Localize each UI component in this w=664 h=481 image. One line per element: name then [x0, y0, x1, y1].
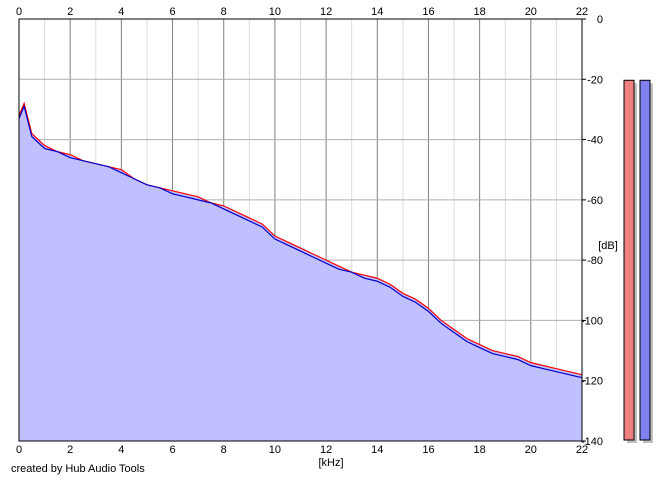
y-tick-label: -120 [581, 376, 603, 388]
y-tick-label: -80 [587, 255, 603, 267]
footer-credit: created by Hub Audio Tools [11, 463, 145, 475]
x-tick-label-top: 4 [118, 6, 124, 18]
x-tick-label-bottom: 22 [576, 444, 588, 456]
level-meter-bar [623, 79, 635, 441]
y-tick-label: -20 [587, 74, 603, 86]
x-tick-label-bottom: 20 [525, 444, 537, 456]
x-tick-label-bottom: 2 [67, 444, 73, 456]
x-axis-top: 0 2 4 6 8 10 12 14 16 18 20 22 [16, 6, 588, 18]
x-tick-label-bottom: 12 [320, 444, 332, 456]
x-axis-label: [kHz] [318, 457, 343, 469]
x-tick-label-top: 14 [371, 6, 383, 18]
chart-series [18, 101, 583, 379]
y-tick-label: 0 [597, 14, 603, 26]
x-tick-label-bottom: 14 [371, 444, 383, 456]
x-tick-label-top: 6 [169, 6, 175, 18]
x-tick-label-top: 20 [525, 6, 537, 18]
x-tick-label-bottom: 4 [118, 444, 124, 456]
x-tick-label-top: 16 [422, 6, 434, 18]
x-axis-bottom: 0 2 4 6 8 10 12 14 16 18 20 22 [16, 444, 588, 456]
x-tick-label-top: 12 [320, 6, 332, 18]
x-tick-label-bottom: 0 [16, 444, 22, 456]
y-axis-label: [dB] [598, 240, 618, 252]
x-tick-label-bottom: 16 [422, 444, 434, 456]
level-meter-bar [639, 79, 651, 441]
x-tick-label-top: 18 [474, 6, 486, 18]
y-axis-right: 0 -20 -40 -60 -80 -100 -120 -140 [581, 14, 603, 448]
level-meters [623, 79, 653, 443]
x-tick-label-top: 8 [221, 6, 227, 18]
x-tick-label-bottom: 10 [269, 444, 281, 456]
series-line-2 [18, 104, 583, 379]
y-tick-label: -40 [587, 135, 603, 147]
y-tick-label: -60 [587, 195, 603, 207]
x-tick-label-top: 2 [67, 6, 73, 18]
y-tick-label: -140 [581, 436, 603, 448]
x-tick-label-top: 0 [16, 6, 22, 18]
x-tick-label-top: 10 [269, 6, 281, 18]
plot-frame [18, 18, 583, 442]
x-tick-label-top: 22 [576, 6, 588, 18]
x-tick-label-bottom: 8 [221, 444, 227, 456]
x-tick-label-bottom: 18 [474, 444, 486, 456]
y-tick-label: -100 [581, 315, 603, 327]
x-tick-label-bottom: 6 [169, 444, 175, 456]
